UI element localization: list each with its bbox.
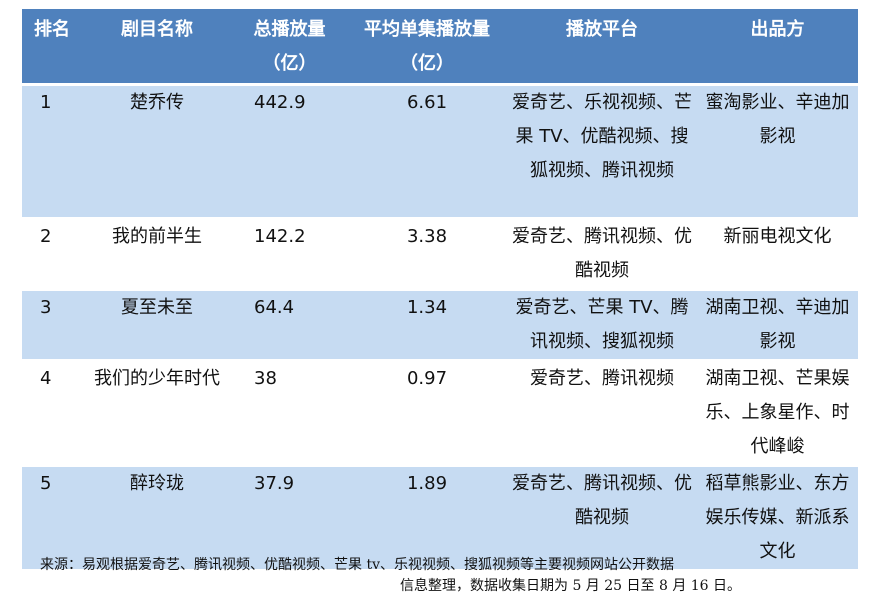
title-cell: 醉玲珑 xyxy=(82,467,232,569)
title-cell: 夏至未至 xyxy=(82,291,232,359)
header-avg-views: 平均单集播放量（亿） xyxy=(347,9,507,83)
total-views-cell: 37.9 xyxy=(232,467,347,569)
rank-cell: 2 xyxy=(22,220,82,288)
rank-cell: 1 xyxy=(22,86,82,217)
title-cell: 楚乔传 xyxy=(82,86,232,217)
platforms-cell: 爱奇艺、腾讯视频、优酷视频 xyxy=(507,467,697,569)
platforms-cell: 爱奇艺、腾讯视频 xyxy=(507,362,697,464)
table-row: 3 夏至未至 64.4 1.34 爱奇艺、芒果 TV、腾讯视频、搜狐视频 湖南卫… xyxy=(22,291,858,359)
platforms-cell: 爱奇艺、芒果 TV、腾讯视频、搜狐视频 xyxy=(507,291,697,359)
producer-cell: 蜜淘影业、辛迪加影视 xyxy=(697,86,858,217)
table-row: 4 我们的少年时代 38 0.97 爱奇艺、腾讯视频 湖南卫视、芒果娱乐、上象星… xyxy=(22,362,858,464)
avg-views-cell: 1.89 xyxy=(347,467,507,569)
rank-cell: 3 xyxy=(22,291,82,359)
header-title: 剧目名称 xyxy=(82,9,232,83)
table-row: 1 楚乔传 442.9 6.61 爱奇艺、乐视视频、芒果 TV、优酷视频、搜狐视… xyxy=(22,86,858,217)
avg-views-cell: 0.97 xyxy=(347,362,507,464)
header-platforms: 播放平台 xyxy=(507,9,697,83)
producer-cell: 湖南卫视、辛迪加影视 xyxy=(697,291,858,359)
source-note-line2: 信息整理，数据收集日期为 5 月 25 日至 8 月 16 日。 xyxy=(400,578,742,594)
avg-views-cell: 6.61 xyxy=(347,86,507,217)
producer-cell: 湖南卫视、芒果娱乐、上象星作、时代峰峻 xyxy=(697,362,858,464)
source-note: 来源：易观根据爱奇艺、腾讯视频、优酷视频、芒果 tv、乐视视频、搜狐视频等主要视… xyxy=(40,555,860,597)
title-cell: 我的前半生 xyxy=(82,220,232,288)
total-views-cell: 38 xyxy=(232,362,347,464)
total-views-cell: 142.2 xyxy=(232,220,347,288)
producer-cell: 新丽电视文化 xyxy=(697,220,858,288)
ranking-table-container: 排名 剧目名称 总播放量（亿） 平均单集播放量（亿） 播放平台 出品方 1 楚乔… xyxy=(22,6,858,572)
total-views-cell: 64.4 xyxy=(232,291,347,359)
platforms-cell: 爱奇艺、乐视视频、芒果 TV、优酷视频、搜狐视频、腾讯视频 xyxy=(507,86,697,217)
avg-views-cell: 3.38 xyxy=(347,220,507,288)
rank-cell: 4 xyxy=(22,362,82,464)
avg-views-cell: 1.34 xyxy=(347,291,507,359)
table-row: 5 醉玲珑 37.9 1.89 爱奇艺、腾讯视频、优酷视频 稻草熊影业、东方娱乐… xyxy=(22,467,858,569)
rank-cell: 5 xyxy=(22,467,82,569)
ranking-table: 排名 剧目名称 总播放量（亿） 平均单集播放量（亿） 播放平台 出品方 1 楚乔… xyxy=(22,6,858,572)
title-cell: 我们的少年时代 xyxy=(82,362,232,464)
producer-cell: 稻草熊影业、东方娱乐传媒、新派系文化 xyxy=(697,467,858,569)
header-producer: 出品方 xyxy=(697,9,858,83)
header-rank: 排名 xyxy=(22,9,82,83)
table-row: 2 我的前半生 142.2 3.38 爱奇艺、腾讯视频、优酷视频 新丽电视文化 xyxy=(22,220,858,288)
total-views-cell: 442.9 xyxy=(232,86,347,217)
table-header-row: 排名 剧目名称 总播放量（亿） 平均单集播放量（亿） 播放平台 出品方 xyxy=(22,9,858,83)
source-note-line1: 来源：易观根据爱奇艺、腾讯视频、优酷视频、芒果 tv、乐视视频、搜狐视频等主要视… xyxy=(40,557,674,573)
header-total-views: 总播放量（亿） xyxy=(232,9,347,83)
platforms-cell: 爱奇艺、腾讯视频、优酷视频 xyxy=(507,220,697,288)
